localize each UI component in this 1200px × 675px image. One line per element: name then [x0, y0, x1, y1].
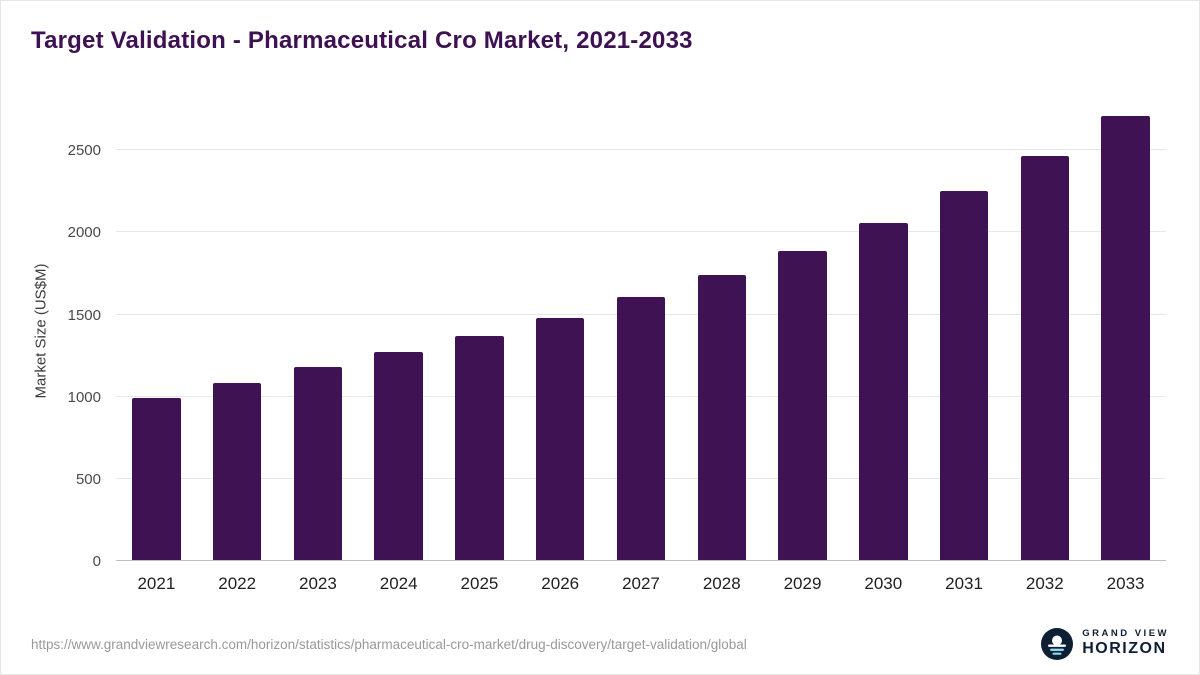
bar-slot — [358, 101, 439, 561]
bar-slot — [439, 101, 520, 561]
bar-slot — [520, 101, 601, 561]
bar-slot — [1085, 101, 1166, 561]
bar — [778, 250, 827, 561]
y-axis-title: Market Size (US$M) — [32, 263, 50, 399]
x-axis-label: 2032 — [1025, 574, 1064, 593]
x-axis-label: 2030 — [864, 574, 903, 593]
bars-container — [116, 101, 1166, 561]
x-axis-label: 2026 — [541, 574, 580, 593]
bar-slot — [762, 101, 843, 561]
x-axis-label: 2024 — [379, 574, 418, 593]
horizon-sun-icon — [1041, 628, 1074, 660]
x-axis-label: 2029 — [783, 574, 822, 593]
y-tick-label: 1000 — [67, 388, 101, 406]
y-tick-label: 1500 — [67, 306, 101, 324]
bar — [293, 367, 343, 561]
brand-name: GRAND VIEW HORIZON — [1082, 628, 1169, 658]
x-axis-label: 2021 — [137, 574, 176, 593]
bar — [374, 352, 423, 561]
bar — [697, 275, 746, 561]
y-tick-label: 2500 — [67, 142, 101, 160]
bar-slot — [924, 101, 1005, 561]
bar — [939, 190, 989, 561]
x-axis-line — [116, 560, 1166, 561]
bar-slot — [601, 101, 682, 561]
x-axis-label: 2022 — [218, 574, 257, 593]
x-axis-label: 2027 — [622, 574, 660, 593]
bar — [455, 335, 504, 561]
source-url: https://www.grandviewresearch.com/horizo… — [31, 636, 747, 652]
plot-area: 0 500 1000 1500 2000 2500 — [68, 101, 1166, 570]
bar — [616, 297, 666, 561]
bar — [212, 382, 262, 561]
x-axis-label: 2031 — [945, 574, 983, 593]
x-axis-label: 2025 — [460, 574, 499, 593]
bar — [1101, 115, 1150, 561]
bar-slot — [116, 101, 197, 561]
x-axis-labels: 2021 2022 2023 2024 2025 2026 2027 2028 2029 2030… — [116, 566, 1166, 594]
chart-title: Target Validation - Pharmaceutical Cro M… — [31, 27, 693, 54]
brand-name-bottom: HORIZON — [1082, 640, 1167, 658]
bar-slot — [681, 101, 762, 561]
x-axis-label: 2023 — [299, 574, 337, 593]
brand-name-top: GRAND VIEW — [1082, 628, 1169, 640]
x-axis-label: 2033 — [1106, 574, 1145, 593]
x-axis-label: 2028 — [702, 574, 741, 593]
bar-slot — [843, 101, 924, 561]
y-tick-label: 500 — [75, 470, 101, 488]
bar — [1020, 156, 1070, 561]
brand-logo: GRAND VIEW HORIZON — [1041, 628, 1169, 660]
bar-slot — [197, 101, 278, 561]
y-tick-label: 2000 — [67, 224, 101, 242]
gridline — [116, 231, 1166, 233]
bar — [132, 398, 181, 561]
y-tick-label: 0 — [92, 553, 101, 570]
bar — [535, 317, 585, 561]
bar-slot — [1004, 101, 1085, 561]
bar-slot — [278, 101, 359, 561]
gridline — [116, 149, 1166, 151]
bar — [859, 222, 908, 561]
footer: https://www.grandviewresearch.com/horizo… — [1, 614, 1199, 674]
